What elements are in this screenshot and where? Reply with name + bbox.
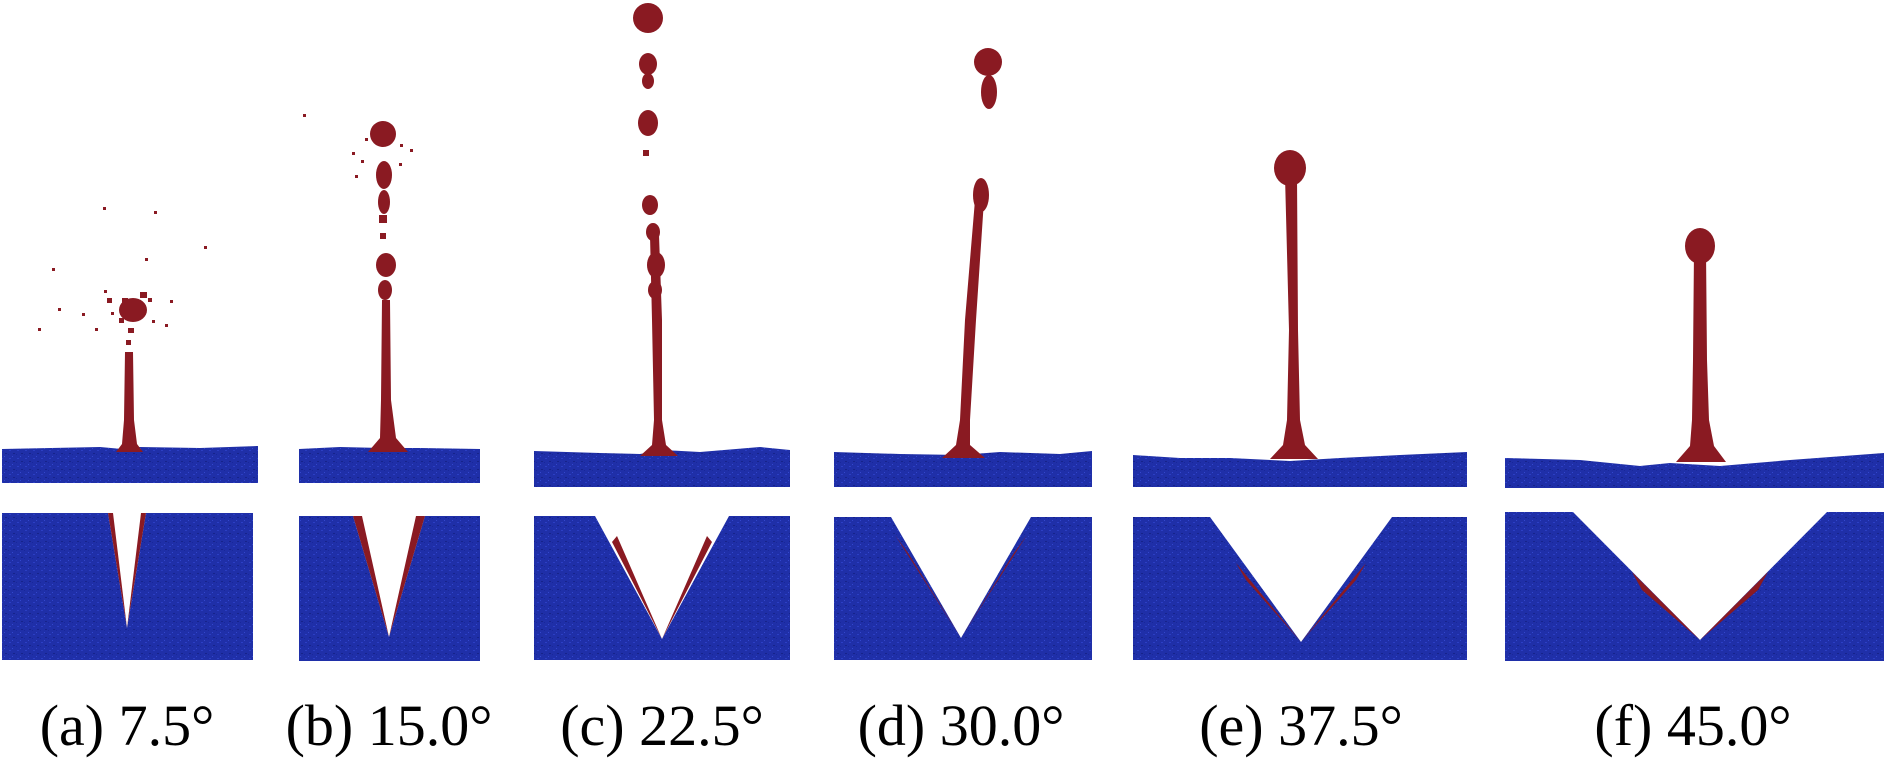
panel-b-droplets <box>303 114 413 300</box>
panel-f-base-block <box>1505 512 1884 661</box>
panel-c-jet <box>640 235 678 456</box>
panel-a-jet <box>116 352 143 452</box>
panel-f: (f) 45.0° <box>1505 228 1884 758</box>
panel-d-jet <box>942 200 985 458</box>
panel-b-jet <box>368 300 408 452</box>
panel-b-groove-liner <box>353 516 425 637</box>
panel-c: (c) 22.5° <box>534 3 790 758</box>
panel-b: (b) 15.0° <box>286 114 493 758</box>
panel-e-top-plate <box>1133 452 1467 487</box>
panel-d-caption: (d) 30.0° <box>858 693 1065 758</box>
panel-b-caption: (b) 15.0° <box>286 693 493 758</box>
panel-d-top-plate <box>834 451 1092 487</box>
panel-e-jet <box>1270 176 1318 459</box>
panel-e-droplets <box>1274 150 1306 186</box>
panel-b-base-block <box>299 516 480 661</box>
panel-a-top-plate <box>2 446 258 483</box>
panel-f-top-plate <box>1505 453 1884 488</box>
panel-f-caption: (f) 45.0° <box>1594 693 1791 758</box>
panel-a-spray-droplets <box>38 207 207 345</box>
panel-d: (d) 30.0° <box>834 48 1092 758</box>
panel-a-groove-liner <box>108 513 146 628</box>
panel-e-base-block <box>1133 517 1467 660</box>
panel-a-base-block <box>2 513 253 660</box>
panel-e: (e) 37.5° <box>1133 150 1467 758</box>
panel-f-jet <box>1676 250 1726 462</box>
panel-f-droplets <box>1685 228 1715 264</box>
panel-a-caption: (a) 7.5° <box>40 693 215 758</box>
panel-a: (a) 7.5° <box>2 207 258 758</box>
panel-c-caption: (c) 22.5° <box>560 693 764 758</box>
panel-c-droplets <box>633 3 665 299</box>
panel-b-top-plate <box>299 447 480 483</box>
panel-c-top-plate <box>534 447 790 487</box>
panel-c-base-block <box>534 516 790 660</box>
panel-e-caption: (e) 37.5° <box>1199 693 1403 758</box>
panel-d-droplets <box>973 48 1002 212</box>
panel-d-base-block <box>834 517 1092 660</box>
